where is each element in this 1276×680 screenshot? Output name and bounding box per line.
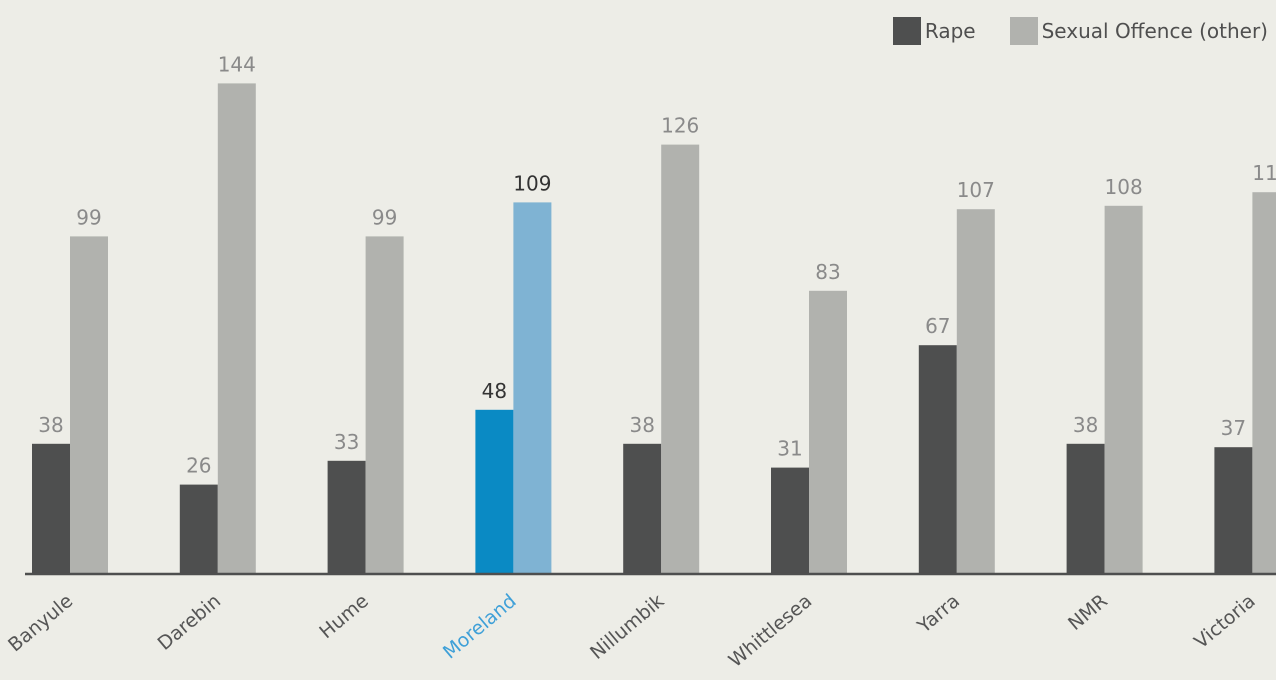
bar-rape-whittlesea	[771, 467, 809, 573]
bar-rape-banyule	[32, 443, 70, 573]
bar-other-victoria	[1252, 192, 1276, 573]
category-label-yarra: Yarra	[913, 590, 964, 638]
bar-rape-nillumbik	[623, 443, 662, 573]
category-label-moreland: Moreland	[439, 590, 521, 664]
value-label-rape-nillumbik: 38	[629, 413, 654, 437]
value-label-other-nmr: 108	[1105, 175, 1143, 199]
value-label-rape-whittlesea: 31	[777, 437, 802, 461]
value-label-other-yarra: 107	[957, 178, 995, 202]
category-label-victoria: Victoria	[1190, 590, 1259, 653]
value-label-other-banyule: 99	[76, 205, 101, 229]
legend-swatch-other	[1009, 17, 1038, 45]
legend-item-rape: Rape	[892, 17, 976, 45]
bar-other-banyule	[70, 236, 108, 573]
bar-other-yarra	[956, 209, 995, 573]
category-label-banyule: Banyule	[4, 590, 77, 656]
category-label-darebin: Darebin	[154, 590, 225, 655]
value-label-other-nillumbik: 126	[661, 114, 699, 138]
value-label-other-moreland: 109	[513, 171, 551, 195]
value-label-rape-nmr: 38	[1073, 413, 1098, 437]
value-label-rape-yarra: 67	[925, 314, 950, 338]
bar-rape-nmr	[1066, 443, 1105, 573]
bar-other-hume	[365, 236, 404, 573]
chart-legend: Rape Sexual Offence (other)	[859, 17, 1268, 45]
value-label-rape-victoria: 37	[1221, 416, 1246, 440]
category-label-whittlesea: Whittlesea	[725, 590, 817, 672]
value-label-rape-banyule: 38	[38, 413, 63, 437]
bar-rape-victoria	[1214, 447, 1253, 573]
bar-other-moreland	[513, 202, 552, 573]
value-label-rape-moreland: 48	[482, 379, 507, 403]
bar-rape-darebin	[179, 484, 218, 573]
bar-other-darebin	[217, 83, 256, 574]
category-label-hume: Hume	[315, 590, 372, 643]
category-label-nmr: NMR	[1064, 590, 1112, 635]
bar-rape-yarra	[918, 345, 957, 573]
legend-item-other: Sexual Offence (other)	[1009, 17, 1268, 45]
value-label-other-whittlesea: 83	[815, 260, 840, 284]
bar-other-nmr	[1104, 205, 1143, 574]
category-label-nillumbik: Nillumbik	[586, 590, 668, 664]
legend-label-other: Sexual Offence (other)	[1041, 19, 1268, 43]
legend-swatch-rape	[892, 17, 921, 45]
value-label-other-darebin: 144	[218, 52, 256, 76]
bar-rape-hume	[327, 460, 366, 573]
bar-other-whittlesea	[809, 290, 847, 573]
value-label-rape-darebin: 26	[186, 454, 211, 478]
bar-other-nillumbik	[661, 144, 700, 573]
value-label-other-hume: 99	[372, 205, 397, 229]
bar-rape-moreland	[475, 409, 514, 573]
value-label-other-victoria: 112	[1252, 161, 1276, 185]
value-label-rape-hume: 33	[334, 430, 359, 454]
legend-label-rape: Rape	[924, 19, 976, 43]
